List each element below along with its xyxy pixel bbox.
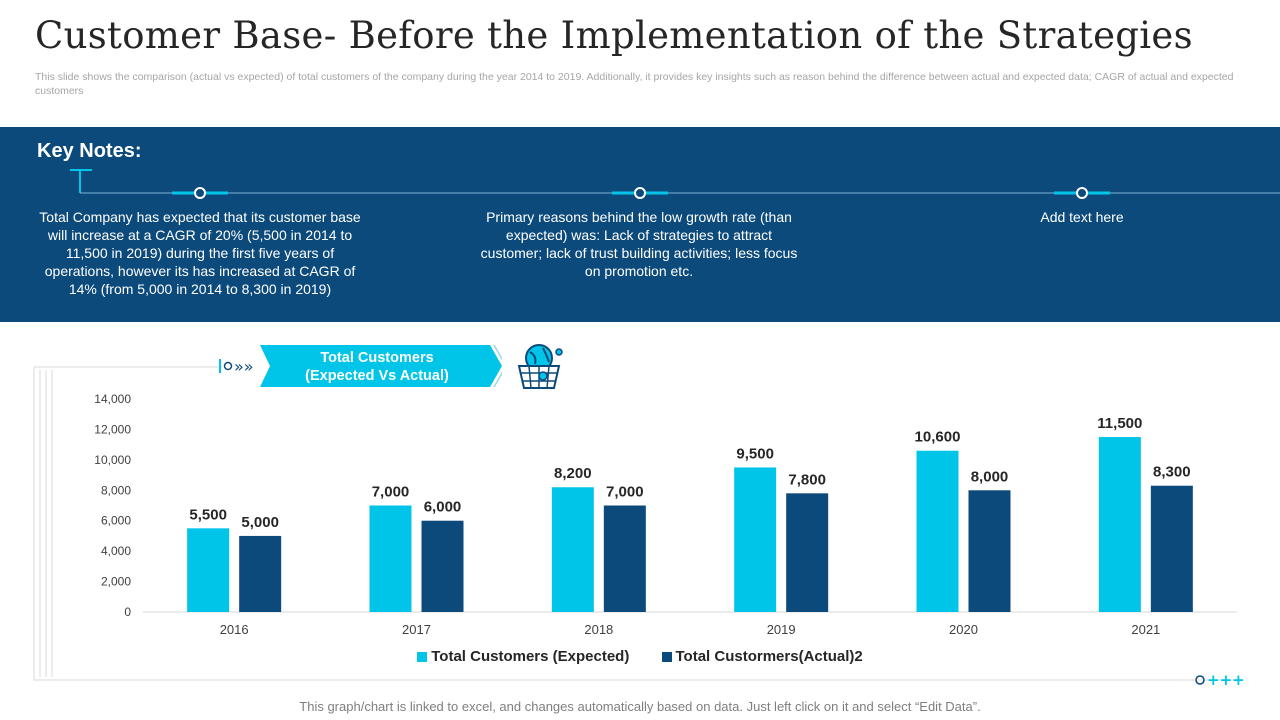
bar-expected <box>916 450 959 612</box>
banner-line-2: (Expected Vs Actual) <box>305 368 449 384</box>
bar-actual <box>239 535 282 612</box>
timeline-node-3 <box>1054 187 1110 199</box>
page-subtitle: This slide shows the comparison (actual … <box>35 71 1234 97</box>
y-tick-label: 14,000 <box>94 392 131 406</box>
x-tick-label: 2016 <box>220 622 249 637</box>
key-notes-panel <box>0 127 1280 322</box>
key-note-1: Total Company has expected that its cust… <box>39 209 361 297</box>
y-tick-label: 2,000 <box>101 575 131 589</box>
bar-expected <box>187 528 230 612</box>
data-label: 9,500 <box>736 445 774 462</box>
x-tick-label: 2019 <box>767 622 796 637</box>
data-label: 7,800 <box>788 471 826 488</box>
y-tick-label: 0 <box>124 605 131 619</box>
bar-actual <box>421 520 464 612</box>
data-label: 11,500 <box>1097 415 1142 432</box>
key-note-3: Add text here <box>1040 209 1124 225</box>
legend-swatch-expected <box>417 651 428 662</box>
chart-banner <box>260 345 502 387</box>
chart-frame: »» <box>33 357 1243 681</box>
data-label: 8,200 <box>554 465 592 482</box>
bar-expected <box>551 487 594 612</box>
key-notes-timeline <box>70 169 1280 199</box>
x-tick-label: 2017 <box>402 622 431 637</box>
y-tick-label: 8,000 <box>101 483 131 497</box>
y-tick-label: 12,000 <box>94 422 131 436</box>
svg-text:+++: +++ <box>1207 672 1245 688</box>
bar-actual <box>1150 485 1193 612</box>
y-tick-label: 4,000 <box>101 544 131 558</box>
banner-arrow-deco: »» <box>219 357 254 376</box>
legend-item-expected: Total Customers (Expected) <box>417 648 629 665</box>
banner-line-1: Total Customers <box>320 350 434 366</box>
corner-plus-deco: +++ <box>1195 672 1245 688</box>
legend-label-actual: Total Custormers(Actual)2 <box>675 648 863 665</box>
chart-legend: Total Customers (Expected) Total Custorm… <box>0 648 1280 666</box>
bar-actual <box>968 490 1011 612</box>
footer-note: This graph/chart is linked to excel, and… <box>299 699 981 714</box>
data-label: 6,000 <box>424 499 462 516</box>
timeline-node-1 <box>172 187 228 199</box>
data-label: 8,300 <box>1153 464 1191 481</box>
data-label: 8,000 <box>971 468 1009 485</box>
key-note-2: Primary reasons behind the low growth ra… <box>480 209 798 279</box>
data-label: 5,000 <box>241 514 279 531</box>
legend-label-expected: Total Customers (Expected) <box>431 648 630 665</box>
svg-text:»»: »» <box>234 357 254 376</box>
data-label: 10,600 <box>915 429 961 446</box>
legend-swatch-actual <box>661 651 672 662</box>
x-tick-label: 2020 <box>949 622 978 637</box>
data-label: 7,000 <box>372 484 410 501</box>
x-tick-label: 2018 <box>584 622 613 637</box>
y-tick-label: 6,000 <box>101 514 131 528</box>
y-tick-label: 10,000 <box>94 453 131 467</box>
bar-actual <box>603 505 646 612</box>
key-notes-title: Key Notes: <box>37 140 142 162</box>
bar-expected <box>369 505 412 612</box>
legend-item-actual: Total Custormers(Actual)2 <box>661 648 863 665</box>
bar-expected <box>1098 437 1141 612</box>
bar-expected <box>734 467 777 612</box>
page-title: Customer Base- Before the Implementation… <box>35 14 1193 57</box>
bar-actual <box>786 493 829 612</box>
timeline-node-2 <box>612 187 668 199</box>
globe-basket-icon <box>517 344 563 389</box>
x-tick-label: 2021 <box>1131 622 1160 637</box>
chart-banner-text: Total Customers (Expected Vs Actual) <box>262 349 492 385</box>
data-label: 7,000 <box>606 484 644 501</box>
data-label: 5,500 <box>189 506 227 523</box>
